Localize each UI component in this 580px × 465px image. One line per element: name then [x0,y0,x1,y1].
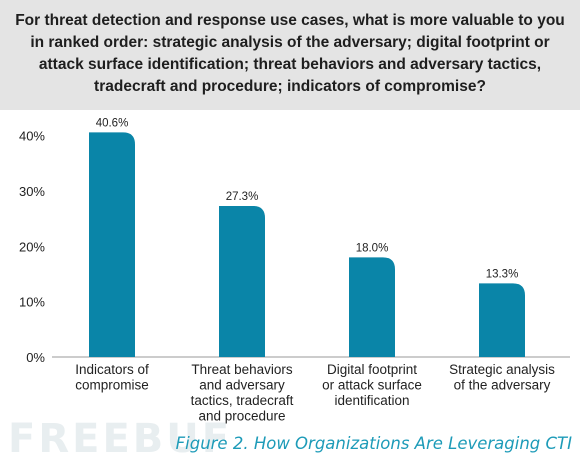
category-label: and procedure [198,409,285,424]
bar-value-label: 18.0% [356,242,389,254]
bar-value-label: 27.3% [226,191,259,203]
category-label: or attack surface [322,378,422,393]
watermark-logo: FREEBUF [8,416,233,462]
category-label: tactics, tradecraft [191,393,294,408]
bar-value-label: 40.6% [96,117,129,129]
survey-question: For threat detection and response use ca… [15,12,565,95]
bar-value-label: 13.3% [486,268,519,280]
category-label: compromise [75,378,149,393]
category-label: identification [334,393,409,408]
category-label: and adversary [199,378,285,393]
y-tick-label: 20% [19,239,45,254]
y-tick-label: 40% [19,129,45,144]
question-header: For threat detection and response use ca… [0,0,580,110]
y-tick-label: 0% [26,350,45,365]
category-label: Indicators of [75,362,149,377]
category-label: Strategic analysis [449,362,555,377]
category-label: Threat behaviors [191,362,293,377]
figure-caption: Figure 2. How Organizations Are Leveragi… [175,434,572,453]
bar [89,132,135,357]
category-label: Digital footprint [327,362,417,377]
y-tick-label: 30% [19,184,45,199]
bar [479,283,525,357]
bar [349,257,395,357]
y-tick-label: 10% [19,295,45,310]
bar [219,205,265,357]
category-label: of the adversary [454,378,551,393]
